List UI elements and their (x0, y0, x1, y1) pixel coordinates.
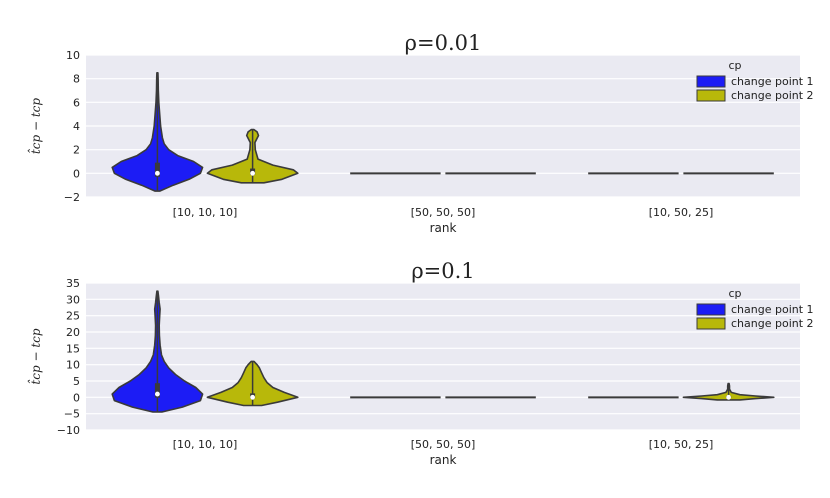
chart-title: ρ=0.01 (405, 31, 482, 55)
y-tick-label: 10 (66, 359, 80, 372)
violin-median (726, 394, 731, 400)
legend-swatch (696, 75, 726, 88)
violin-1-1 (111, 290, 204, 413)
y-tick-label: 0 (73, 391, 80, 404)
y-tick-label: 10 (66, 49, 80, 62)
y-tick-label: 8 (73, 73, 80, 86)
y-axis-label: t̂cp − tcp (26, 98, 43, 154)
x-tick-label: [10, 50, 25] (649, 206, 714, 219)
violin-1-1 (111, 72, 204, 192)
x-tick-label: [10, 50, 25] (649, 438, 714, 451)
x-tick-label: [50, 50, 50] (411, 206, 476, 219)
panel-1: −2 0 2 4 6 8 10 [10, 10, 10] [50, 50, 50] [10, 50… (26, 31, 813, 235)
violin-box (154, 162, 160, 177)
x-tick-label: [10, 10, 10] (173, 206, 238, 219)
legend-title: cp (728, 287, 741, 300)
plot-background (86, 283, 800, 430)
y-tick-label: 30 (66, 293, 80, 306)
violin-median (155, 170, 160, 176)
y-tick-label: 15 (66, 342, 80, 355)
y-tick-label: −5 (64, 408, 80, 421)
y-tick-label: −2 (64, 191, 80, 204)
y-tick-label: 6 (73, 96, 80, 109)
x-axis-label: rank (430, 453, 457, 467)
legend-swatch (696, 89, 726, 102)
legend-label: change point 2 (731, 317, 814, 330)
y-tick-label: 35 (66, 277, 80, 290)
y-tick-label: 2 (73, 144, 80, 157)
x-tick-label: [10, 10, 10] (173, 438, 238, 451)
y-tick-label: 25 (66, 310, 80, 323)
y-tick-label: 5 (73, 375, 80, 388)
violin-median (250, 394, 256, 400)
y-tick-label: −10 (57, 424, 80, 437)
legend-swatch (696, 303, 726, 316)
chart-title: ρ=0.1 (411, 259, 474, 283)
violin-2-1 (206, 128, 299, 184)
violin-median (250, 170, 256, 176)
legend-label: change point 1 (731, 303, 814, 316)
y-tick-label: 4 (73, 120, 80, 133)
violin-median (155, 391, 160, 397)
legend-label: change point 2 (731, 89, 814, 102)
legend-title: cp (728, 59, 741, 72)
legend-label: change point 1 (731, 75, 814, 88)
violin-box (154, 383, 160, 398)
legend-swatch (696, 317, 726, 330)
x-axis-label: rank (430, 221, 457, 235)
y-tick-label: 20 (66, 326, 80, 339)
violin-2-1 (206, 360, 299, 407)
violin-2-3 (682, 382, 775, 401)
y-tick-label: 0 (73, 167, 80, 180)
x-tick-label: [50, 50, 50] (411, 438, 476, 451)
y-axis-label: t̂cp − tcp (26, 328, 43, 384)
panel-2: −10 −5 0 5 10 15 20 25 30 35 [10, 10, 10] [50, 50, … (26, 259, 813, 467)
